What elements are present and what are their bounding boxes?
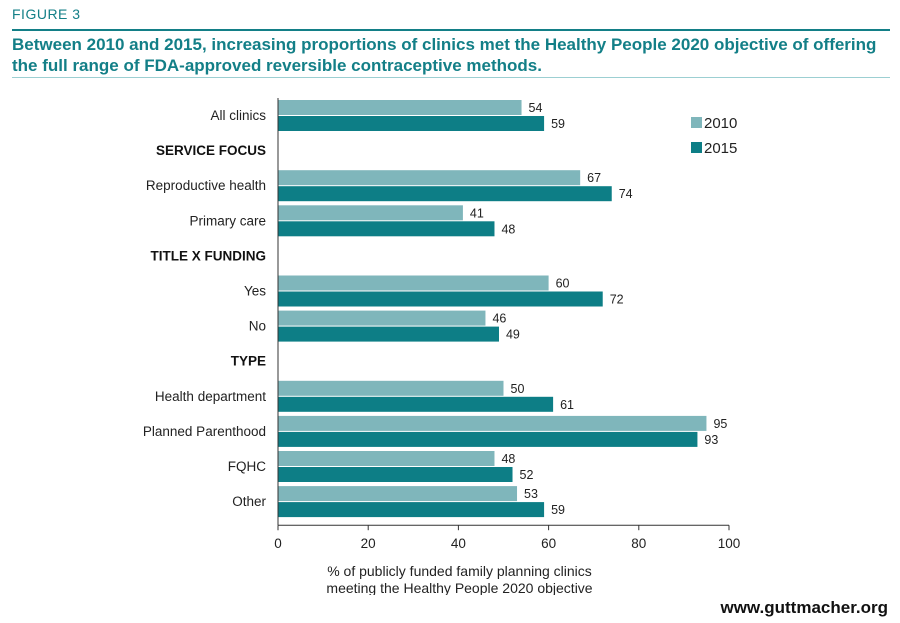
data-label-2010-other: 53 <box>524 487 538 501</box>
bar-2015-reproductive-health <box>278 186 612 202</box>
category-label-yes: Yes <box>244 284 266 299</box>
bar-2010-all-clinics <box>278 100 522 115</box>
x-tick-label-100: 100 <box>718 536 741 551</box>
bar-2015-fqhc <box>278 467 513 482</box>
data-label-2010-reproductive-health: 67 <box>587 171 601 185</box>
group-heading-service-focus: SERVICE FOCUS <box>156 143 266 158</box>
group-heading-type: TYPE <box>231 354 266 369</box>
bar-2015-primary-care <box>278 221 495 237</box>
category-label-other: Other <box>232 494 266 509</box>
category-label-health-department: Health department <box>155 389 266 404</box>
bar-2010-reproductive-health <box>278 170 581 186</box>
data-label-2015-yes: 72 <box>610 293 624 307</box>
x-tick-label-80: 80 <box>631 536 646 551</box>
bar-2015-all-clinics <box>278 116 545 131</box>
legend-label-2015: 2015 <box>704 140 737 157</box>
legend-swatch-2015 <box>691 142 702 153</box>
data-label-2015-all-clinics: 59 <box>551 117 565 131</box>
data-label-2015-health-department: 61 <box>560 398 574 412</box>
bar-2015-planned-parenthood <box>278 431 698 447</box>
x-tick-label-20: 20 <box>361 536 376 551</box>
site-url: www.guttmacher.org <box>720 598 888 617</box>
bar-2015-no <box>278 326 499 342</box>
data-label-2015-other: 59 <box>551 503 565 517</box>
bar-2010-planned-parenthood <box>278 415 707 431</box>
x-axis-title-line-2: meeting the Healthy People 2020 objectiv… <box>326 580 592 595</box>
x-tick-label-60: 60 <box>541 536 556 551</box>
data-label-2010-no: 46 <box>492 312 506 326</box>
data-label-2015-primary-care: 48 <box>501 222 515 236</box>
bar-2015-health-department <box>278 396 554 412</box>
figure-label: FIGURE 3 <box>12 6 81 22</box>
x-tick-label-40: 40 <box>451 536 466 551</box>
category-label-all-clinics: All clinics <box>210 108 266 123</box>
bar-2015-other <box>278 502 545 518</box>
title-top-rule <box>12 29 890 31</box>
data-label-2010-all-clinics: 54 <box>529 101 543 115</box>
category-label-no: No <box>249 319 266 334</box>
data-label-2015-reproductive-health: 74 <box>619 187 633 201</box>
title-bottom-rule <box>12 77 890 78</box>
data-label-2010-primary-care: 41 <box>470 206 484 220</box>
category-label-primary-care: Primary care <box>189 213 266 228</box>
bar-2010-fqhc <box>278 451 495 466</box>
bar-2010-no <box>278 310 486 326</box>
data-label-2010-health-department: 50 <box>511 382 525 396</box>
data-label-2015-no: 49 <box>506 328 520 342</box>
category-label-fqhc: FQHC <box>228 459 266 474</box>
data-label-2010-yes: 60 <box>556 277 570 291</box>
data-label-2010-planned-parenthood: 95 <box>713 417 727 431</box>
legend-swatch-2010 <box>691 117 702 128</box>
bar-2015-yes <box>278 291 603 307</box>
bar-2010-yes <box>278 275 549 291</box>
category-label-reproductive-health: Reproductive health <box>146 178 266 193</box>
data-label-2015-fqhc: 52 <box>520 468 534 482</box>
x-tick-label-0: 0 <box>274 536 282 551</box>
bar-chart: All clinics 54 59 SERVICE FOCUS Reproductive… <box>143 98 741 595</box>
chart-title: Between 2010 and 2015, increasing propor… <box>12 35 877 75</box>
bar-2010-other <box>278 486 518 502</box>
data-label-2010-fqhc: 48 <box>501 452 515 466</box>
legend-label-2010: 2010 <box>704 115 737 132</box>
bar-2010-health-department <box>278 380 504 396</box>
x-axis-title-line-1: % of publicly funded family planning cli… <box>327 563 592 579</box>
bar-2010-primary-care <box>278 205 463 221</box>
data-label-2015-planned-parenthood: 93 <box>704 433 718 447</box>
category-label-planned-parenthood: Planned Parenthood <box>143 424 266 439</box>
group-heading-title-x-funding: TITLE X FUNDING <box>151 248 267 263</box>
